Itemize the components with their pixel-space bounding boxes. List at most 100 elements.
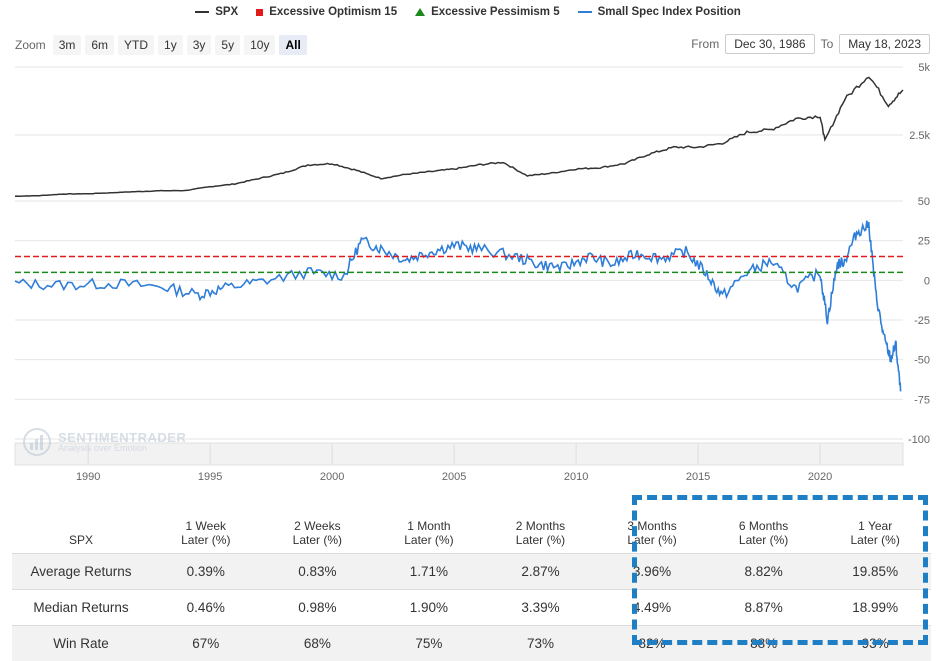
header-2-months-line2: Later (%) bbox=[486, 533, 596, 547]
legend-item-spx[interactable]: SPX bbox=[195, 3, 238, 21]
header-6-months-line2: Later (%) bbox=[709, 533, 819, 547]
zoom-button-ytd[interactable]: YTD bbox=[118, 35, 154, 55]
table-cell: 1.90% bbox=[373, 590, 485, 626]
table-cell: 88% bbox=[708, 626, 820, 661]
x-tick-label: 1995 bbox=[198, 471, 222, 483]
zoom-toolbar: Zoom 3m 6m YTD 1y 3y 5y 10y All bbox=[15, 35, 307, 55]
position-tick-label: 50 bbox=[918, 196, 930, 208]
zoom-button-1y[interactable]: 1y bbox=[158, 35, 183, 55]
table-cell: 0.46% bbox=[150, 590, 262, 626]
table-cell: 93% bbox=[819, 626, 931, 661]
zoom-button-3m[interactable]: 3m bbox=[53, 35, 82, 55]
table-cell: 68% bbox=[262, 626, 374, 661]
watermark-logo: SENTIMENTRADER Analysis over Emotion bbox=[22, 427, 186, 457]
zoom-button-10y[interactable]: 10y bbox=[244, 35, 275, 55]
header-3-months-line1: 3 Months bbox=[597, 519, 707, 533]
header-6-months-line1: 6 Months bbox=[709, 519, 819, 533]
from-label: From bbox=[691, 37, 719, 51]
spx-tick-label: 5k bbox=[918, 62, 930, 74]
legend-item-small-spec[interactable]: Small Spec Index Position bbox=[578, 3, 741, 21]
table-cell: 67% bbox=[150, 626, 262, 661]
position-tick-label: 25 bbox=[918, 236, 930, 248]
table-row: Win Rate 67% 68% 75% 73% 82% 88% 93% bbox=[12, 626, 931, 661]
header-1-week-line2: Later (%) bbox=[151, 533, 261, 547]
x-tick-label: 2015 bbox=[686, 471, 710, 483]
table-cell: 18.99% bbox=[819, 590, 931, 626]
x-tick-label: 1990 bbox=[76, 471, 100, 483]
x-tick-label: 2010 bbox=[564, 471, 588, 483]
header-1-year-line2: Later (%) bbox=[820, 533, 930, 547]
table-cell: 1.71% bbox=[373, 554, 485, 590]
to-date-input[interactable]: May 18, 2023 bbox=[839, 34, 930, 54]
table-cell: 8.82% bbox=[708, 554, 820, 590]
legend-label-small-spec: Small Spec Index Position bbox=[598, 6, 741, 18]
header-1-week-line1: 1 Week bbox=[151, 519, 261, 533]
row-label: Win Rate bbox=[12, 626, 150, 661]
chart-legend: SPX Excessive Optimism 15 Excessive Pess… bbox=[0, 3, 936, 21]
watermark-icon bbox=[22, 427, 52, 457]
table-row: Median Returns 0.46% 0.98% 1.90% 3.39% 4… bbox=[12, 590, 931, 626]
header-2-weeks-line1: 2 Weeks bbox=[263, 519, 373, 533]
table-cell: 73% bbox=[485, 626, 597, 661]
table-row: Average Returns 0.39% 0.83% 1.71% 2.87% … bbox=[12, 554, 931, 590]
small-spec-line bbox=[15, 221, 901, 392]
row-label: Average Returns bbox=[12, 554, 150, 590]
position-tick-label: 0 bbox=[924, 275, 930, 287]
table-cell: 0.39% bbox=[150, 554, 262, 590]
table-cell: 2.87% bbox=[485, 554, 597, 590]
spx-line bbox=[15, 77, 903, 196]
position-tick-label: -75 bbox=[914, 394, 930, 406]
x-tick-label: 2000 bbox=[320, 471, 344, 483]
zoom-button-5y[interactable]: 5y bbox=[215, 35, 240, 55]
table-cell: 8.87% bbox=[708, 590, 820, 626]
table-cell: 3.39% bbox=[485, 590, 597, 626]
legend-swatch-spx bbox=[195, 11, 209, 13]
legend-swatch-optimism bbox=[256, 9, 263, 16]
position-tick-label: -100 bbox=[908, 434, 930, 446]
zoom-button-6m[interactable]: 6m bbox=[85, 35, 114, 55]
table-cell: 0.83% bbox=[262, 554, 374, 590]
position-tick-label: -25 bbox=[914, 315, 930, 327]
header-2-months-line1: 2 Months bbox=[486, 519, 596, 533]
legend-item-optimism[interactable]: Excessive Optimism 15 bbox=[256, 3, 397, 21]
legend-item-pessimism[interactable]: Excessive Pessimism 5 bbox=[415, 3, 560, 21]
legend-swatch-small-spec bbox=[578, 11, 592, 13]
legend-label-optimism: Excessive Optimism 15 bbox=[269, 6, 397, 18]
header-1-year-line1: 1 Year bbox=[820, 519, 930, 533]
header-3-months-line2: Later (%) bbox=[597, 533, 707, 547]
header-1-month-line2: Later (%) bbox=[374, 533, 484, 547]
table-cell: 4.49% bbox=[596, 590, 708, 626]
spx-tick-label: 2.5k bbox=[909, 130, 930, 142]
table-cell: 82% bbox=[596, 626, 708, 661]
row-label: Median Returns bbox=[12, 590, 150, 626]
table-cell: 0.98% bbox=[262, 590, 374, 626]
legend-swatch-pessimism bbox=[415, 8, 425, 16]
x-tick-label: 2005 bbox=[442, 471, 466, 483]
position-tick-label: -50 bbox=[914, 355, 930, 367]
watermark-tagline: Analysis over Emotion bbox=[58, 444, 186, 453]
table-cell: 75% bbox=[373, 626, 485, 661]
legend-label-pessimism: Excessive Pessimism 5 bbox=[431, 6, 560, 18]
zoom-label: Zoom bbox=[15, 38, 46, 52]
from-date-input[interactable]: Dec 30, 1986 bbox=[725, 34, 814, 54]
table-cell: 19.85% bbox=[819, 554, 931, 590]
header-1-month-line1: 1 Month bbox=[374, 519, 484, 533]
header-2-weeks-line2: Later (%) bbox=[263, 533, 373, 547]
zoom-button-3y[interactable]: 3y bbox=[187, 35, 212, 55]
to-label: To bbox=[821, 37, 834, 51]
zoom-button-all[interactable]: All bbox=[279, 35, 306, 55]
x-tick-label: 2020 bbox=[808, 471, 832, 483]
table-cell: 3.96% bbox=[596, 554, 708, 590]
date-range: From Dec 30, 1986 To May 18, 2023 bbox=[691, 34, 930, 54]
legend-label-spx: SPX bbox=[215, 6, 238, 18]
table-corner: SPX bbox=[12, 500, 150, 554]
